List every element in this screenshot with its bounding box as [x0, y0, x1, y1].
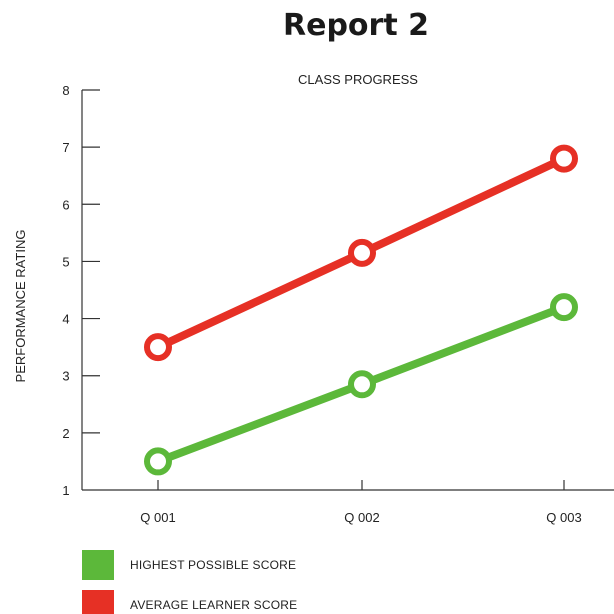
data-point-0-2 — [550, 293, 578, 322]
y-tick-label: 7 — [62, 140, 69, 155]
legend-swatch — [82, 550, 114, 580]
legend-item-1: AVERAGE LEARNER SCORE — [82, 590, 297, 614]
data-point-0-0 — [144, 447, 172, 476]
legend-label: AVERAGE LEARNER SCORE — [130, 598, 298, 612]
data-point-1-1 — [348, 238, 376, 267]
y-tick-label: 3 — [62, 369, 69, 384]
y-tick-label: 2 — [62, 426, 69, 441]
data-point-1-2 — [550, 144, 578, 173]
y-tick-label: 5 — [62, 254, 69, 269]
y-axis-label: PERFORMANCE RATING — [13, 230, 28, 383]
legend-swatch — [82, 590, 114, 614]
data-point-0-1 — [348, 370, 376, 399]
legend-label: HIGHEST POSSIBLE SCORE — [130, 558, 297, 572]
y-tick-label: 1 — [62, 483, 69, 498]
data-point-1-0 — [144, 333, 172, 362]
report-title: Report 2 — [283, 8, 429, 43]
chart-title: CLASS PROGRESS — [298, 72, 418, 87]
y-tick-label: 6 — [62, 197, 69, 212]
x-tick-label: Q 003 — [546, 510, 581, 525]
y-tick-label: 4 — [62, 312, 69, 327]
chart-series-layer — [144, 144, 578, 476]
y-tick-label: 8 — [62, 83, 69, 98]
chart-axes: 1 2 3 4 5 6 7 8 Q 001 Q 002 Q 003 — [62, 83, 614, 525]
x-tick-label: Q 002 — [344, 510, 379, 525]
x-tick-label: Q 001 — [140, 510, 175, 525]
legend-item-0: HIGHEST POSSIBLE SCORE — [82, 550, 296, 580]
